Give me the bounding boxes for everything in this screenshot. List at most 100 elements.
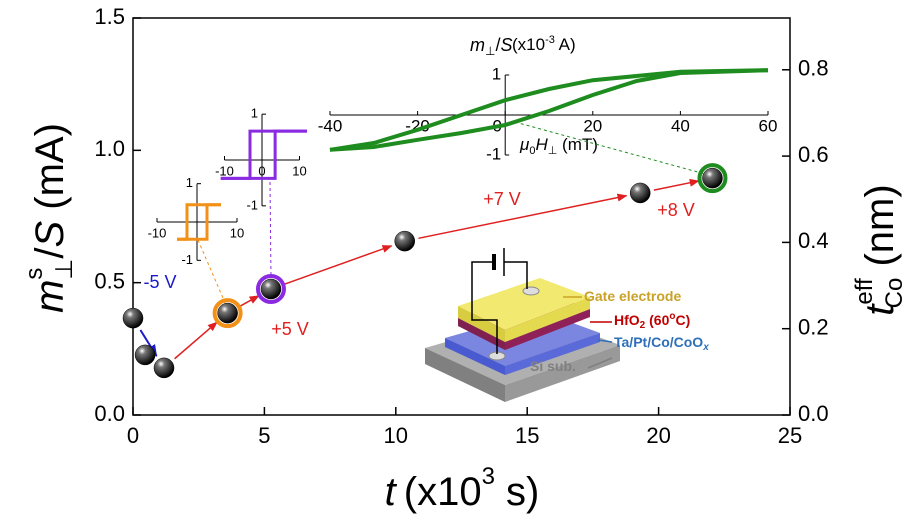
label-part: m	[28, 280, 72, 313]
label-part: (mT)	[557, 135, 598, 154]
inset-y-tick-label: -1	[486, 144, 501, 163]
label-part: μ	[519, 135, 530, 154]
data-point	[260, 278, 282, 300]
data-point	[153, 357, 175, 379]
inset-x-tick-label: 40	[671, 116, 690, 135]
y2-tick-label: 0.8	[798, 56, 829, 81]
data-point	[134, 344, 156, 366]
label-part: (x10	[512, 35, 545, 54]
inset-x-tick-label: -10	[148, 225, 167, 240]
arrow	[239, 295, 260, 307]
highlight-ring	[255, 274, 286, 305]
annotation: +7 V	[483, 189, 521, 209]
inset-loop-branch	[329, 68, 769, 152]
y2-axis-label: teff Co (nm)	[851, 184, 908, 315]
y-tick-label: 1.0	[94, 136, 125, 161]
label-part: /	[28, 247, 72, 259]
inset-x-tick-label: 20	[583, 116, 602, 135]
inset-loop-branch	[177, 203, 221, 241]
y-axis-label: ms ⊥/S (mA)	[21, 123, 78, 313]
arrow	[283, 245, 393, 286]
label-part: Gate electrode	[584, 288, 681, 304]
arrow	[174, 321, 218, 360]
label-part: /	[495, 35, 500, 55]
connector	[197, 239, 227, 306]
inset-x-tick-label: 0	[258, 163, 265, 178]
label-part: S	[500, 35, 512, 55]
annotation: +5 V	[271, 319, 309, 339]
arrow	[418, 193, 628, 240]
label-part: s	[21, 268, 48, 280]
device-schematic: Gate electrode HfO2 (60oC) Ta/Pt/Co/CoOx…	[425, 248, 709, 402]
x-tick-label: 0	[127, 423, 139, 448]
label-part: (nm)	[858, 184, 902, 277]
y2-tick-label: 0.6	[798, 142, 829, 167]
device-label: HfO2 (60oC)	[614, 311, 690, 331]
label-part: A)	[555, 35, 576, 54]
y-tick-label: 0.0	[94, 401, 125, 426]
connector	[269, 181, 272, 279]
y2-tick-label: 0.0	[798, 401, 829, 426]
y2-tick-label: 0.2	[798, 315, 829, 340]
inset-x-tick-label: 60	[759, 116, 778, 135]
inset-x-tick-label: 10	[292, 163, 306, 178]
x-axis-label: t (x103 s)	[385, 463, 540, 513]
label-part: t	[385, 470, 398, 514]
plot-frame	[132, 17, 791, 416]
connector	[514, 121, 706, 175]
y2-tick-label: 0.4	[798, 228, 829, 253]
label-part: o	[669, 311, 675, 322]
label-part: Ta/Pt/Co/CoO	[614, 334, 703, 350]
label-part: 2	[640, 320, 646, 331]
label-part: (x10	[404, 470, 482, 514]
label-part: S	[28, 221, 72, 248]
label-part: Co	[881, 278, 908, 309]
inset-y-label: m⊥/S	[470, 35, 512, 58]
label-part: H	[535, 135, 548, 154]
label-part: Si sub.	[530, 358, 576, 374]
inset-x-label: μ0H⊥ (mT)	[519, 135, 598, 156]
y-tick-label: 1.5	[94, 4, 125, 29]
annotation: -5 V	[143, 272, 176, 292]
inset-loop-branch	[220, 129, 307, 180]
label-part: t	[858, 303, 902, 316]
x-tick-label: 5	[258, 423, 270, 448]
inset-y-tick-label: -1	[246, 197, 258, 212]
inset-y-tick-label: -1	[181, 252, 193, 267]
label-part: -3	[545, 34, 555, 46]
device-label: Si sub.	[530, 358, 576, 374]
inset-unit-label: (x10-3 A)	[512, 34, 576, 55]
label-part: HfO	[614, 312, 640, 328]
label-part: eff	[851, 278, 878, 305]
label-part: (mA)	[28, 123, 72, 221]
inset-y-tick-label: 1	[492, 64, 501, 83]
highlight-ring	[212, 298, 243, 329]
x-tick-label: 15	[515, 423, 539, 448]
inset-x-tick-label: 10	[230, 225, 244, 240]
data-point	[394, 230, 415, 252]
x-tick-label: 10	[384, 423, 408, 448]
label-part: (60	[645, 312, 669, 328]
label-part: m	[470, 35, 485, 55]
x-tick-label: 25	[778, 423, 802, 448]
inset-x-tick-label: -10	[215, 163, 234, 178]
x-tick-label: 20	[646, 423, 670, 448]
arrow	[653, 178, 700, 191]
data-point	[217, 302, 238, 324]
y-tick-label: 0.5	[94, 268, 125, 293]
inset-y-tick-label: 1	[251, 106, 258, 121]
inset-x-tick-label: -40	[318, 116, 343, 135]
label-part: 0	[529, 145, 535, 157]
data-point	[629, 182, 651, 204]
data-point	[122, 307, 144, 329]
label-part: x	[702, 342, 709, 353]
inset-loop-branch	[329, 68, 769, 152]
label-part: 3	[482, 463, 495, 490]
highlight-ring	[697, 163, 728, 194]
inset-y-tick-label: 1	[186, 175, 193, 190]
label-part: ⊥	[485, 44, 495, 58]
label-part: C)	[675, 312, 690, 328]
data-point	[702, 167, 723, 189]
label-part: ⊥	[51, 259, 78, 280]
